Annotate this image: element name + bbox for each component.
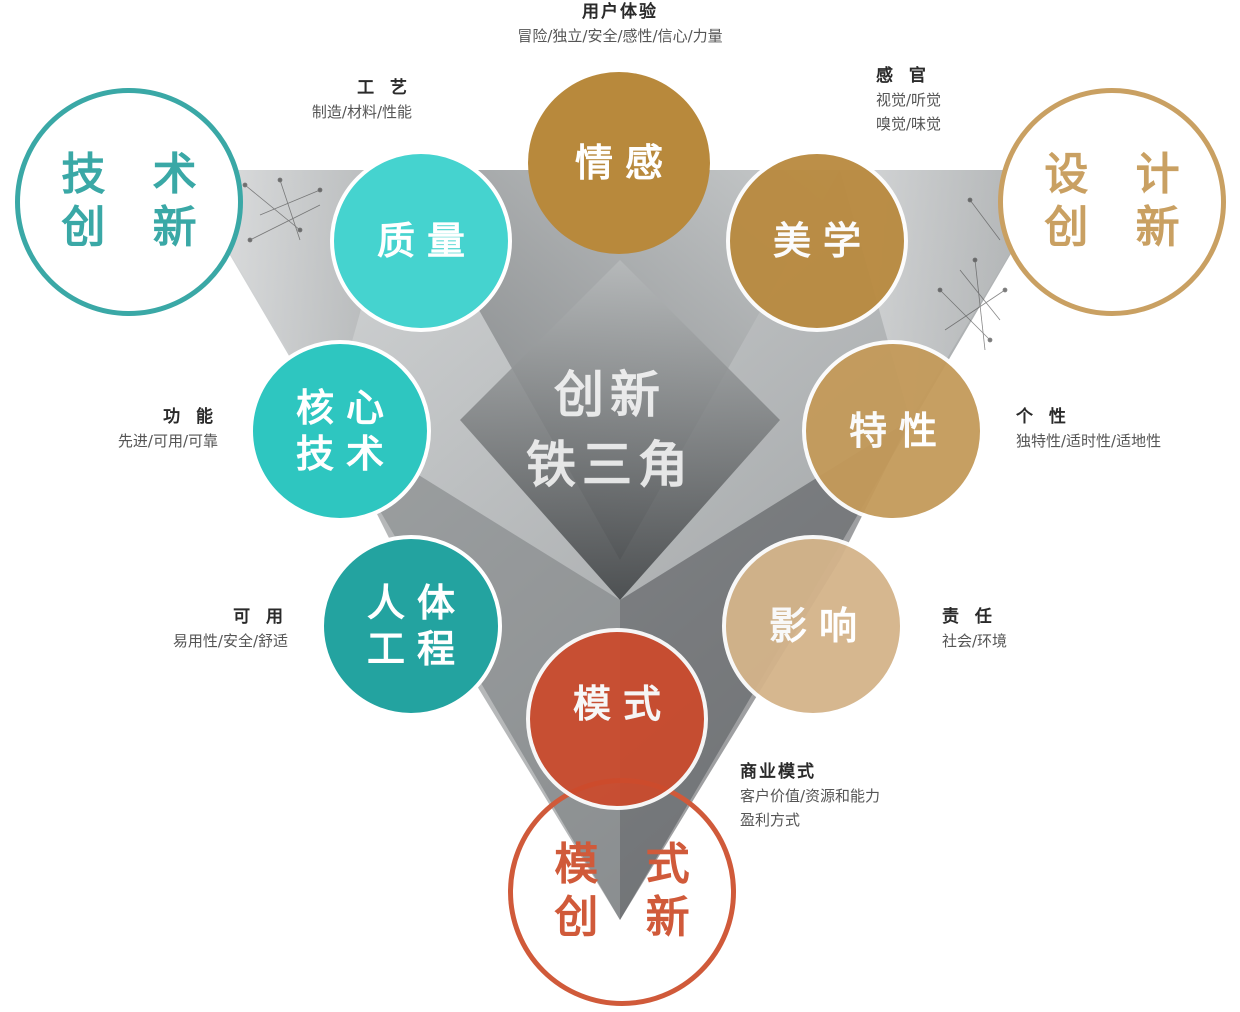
personality-disc: 特性 — [802, 340, 984, 522]
emotion-label: 情感 — [574, 140, 675, 185]
user-experience-title: 用户体验 — [582, 2, 658, 22]
business-model-sub2: 盈利方式 — [740, 811, 801, 829]
aesthetics-label: 美学 — [772, 218, 873, 263]
individuality-sub: 独特性/适时性/适地性 — [1016, 432, 1162, 450]
craft-sub: 制造/材料/性能 — [311, 103, 412, 121]
core-tech-disc: 核心 技术 — [249, 340, 431, 522]
emotion-disc: 情感 — [528, 72, 710, 254]
ergonomics-line2: 工程 — [366, 627, 467, 671]
senses-sub1: 视觉/听觉 — [876, 91, 942, 109]
model-innovation-line2: 创 新 — [554, 892, 706, 943]
core-tech-line1: 核心 — [295, 385, 396, 430]
user-experience-label: 用户体验 冒险/独立/安全/感性/信心/力量 — [470, 0, 770, 48]
usability-sub: 易用性/安全/舒适 — [172, 632, 288, 650]
network-lines-left — [242, 177, 323, 243]
design-innovation-line1: 设 计 — [1044, 149, 1196, 201]
tech-innovation-line2: 创 新 — [61, 202, 213, 253]
craft-title: 工 艺 — [357, 78, 412, 98]
mode-label: 模式 — [572, 681, 673, 726]
usability-label: 可 用 易用性/安全/舒适 — [110, 605, 288, 653]
responsibility-label: 责 任 社会/环境 — [942, 605, 1102, 653]
design-innovation-line2: 创 新 — [1044, 202, 1196, 253]
quality-disc: 质量 — [330, 150, 512, 332]
tech-innovation-line1: 技 术 — [61, 149, 213, 201]
model-innovation-ring: 模 式 创 新 — [508, 778, 736, 1006]
influence-label: 影响 — [768, 603, 869, 648]
usability-title: 可 用 — [233, 607, 288, 627]
model-innovation-line1: 模 式 — [554, 839, 706, 891]
individuality-title: 个 性 — [1016, 407, 1071, 427]
ergonomics-disc: 人体 工程 — [320, 535, 502, 717]
responsibility-sub: 社会/环境 — [942, 632, 1008, 650]
responsibility-title: 责 任 — [942, 607, 997, 627]
function-label: 功 能 先进/可用/可靠 — [60, 405, 218, 453]
personality-label: 特性 — [848, 408, 949, 453]
user-experience-sub: 冒险/独立/安全/感性/信心/力量 — [517, 27, 723, 45]
design-innovation-ring: 设 计 创 新 — [998, 88, 1226, 316]
business-model-sub1: 客户价值/资源和能力 — [740, 787, 881, 805]
senses-label: 感 官 视觉/听觉 嗅觉/味觉 — [876, 64, 1036, 136]
mode-disc: 模式 — [526, 628, 708, 810]
core-tech-line2: 技术 — [295, 432, 396, 476]
business-model-label: 商业模式 客户价值/资源和能力 盈利方式 — [740, 760, 960, 832]
individuality-label: 个 性 独特性/适时性/适地性 — [1016, 405, 1216, 453]
center-title-line1: 创新 — [554, 366, 666, 424]
aesthetics-disc: 美学 — [726, 150, 908, 332]
senses-title: 感 官 — [876, 66, 931, 86]
triangle-facet — [460, 260, 780, 600]
ergonomics-line1: 人体 — [366, 580, 467, 625]
network-lines-right — [937, 197, 1008, 351]
business-model-title: 商业模式 — [740, 762, 816, 782]
craft-label: 工 艺 制造/材料/性能 — [260, 76, 412, 124]
function-sub: 先进/可用/可靠 — [117, 432, 218, 450]
function-title: 功 能 — [163, 407, 218, 427]
tech-innovation-ring: 技 术 创 新 — [15, 88, 243, 316]
influence-disc: 影响 — [722, 535, 904, 717]
center-title: 创新 铁三角 — [470, 360, 750, 500]
center-title-line2: 铁三角 — [526, 436, 694, 494]
senses-sub2: 嗅觉/味觉 — [876, 115, 942, 133]
quality-label: 质量 — [376, 218, 477, 263]
